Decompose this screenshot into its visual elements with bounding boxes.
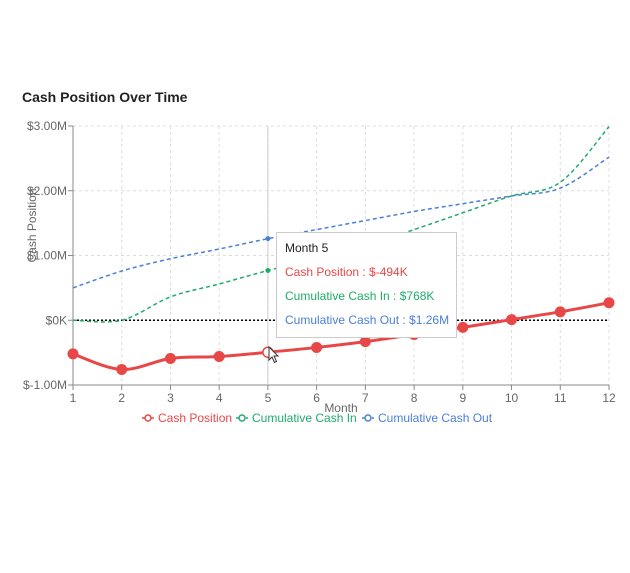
y-tick-label: $3.00M [27,119,67,133]
y-tick-label: $2.00M [27,184,67,198]
data-point [164,352,176,364]
legend-label-1: Cumulative Cash In [252,411,357,425]
data-point [506,314,518,326]
y-tick-label: $1.00M [27,249,67,263]
data-point [67,348,79,360]
x-axis-label: Month [324,401,357,415]
tooltip-cash-position: Cash Position : $-494K [285,265,408,279]
data-point [213,351,225,363]
x-tick-label: 11 [554,391,567,405]
legend-label-0: Cash Position [158,411,232,425]
data-point [359,336,371,348]
tooltip-cash-in: Cumulative Cash In : $768K [285,289,435,303]
x-tick-label: 12 [602,391,616,405]
data-point [116,363,128,375]
data-point-active [265,236,271,242]
tooltip-cash-out: Cumulative Cash Out : $1.26M [285,313,450,327]
x-tick-label: 6 [313,391,320,405]
series-line-2 [72,156,610,289]
data-point [603,297,615,309]
legend-marker-1 [238,414,246,422]
legend-marker-0 [144,414,152,422]
x-tick-label: 1 [70,391,77,405]
x-tick-label: 8 [411,391,418,405]
x-tick-label: 10 [505,391,519,405]
x-tick-label: 5 [265,391,272,405]
tooltip-title: Month 5 [285,241,329,255]
y-tick-label: $-1.00M [23,378,67,392]
legend-label-2: Cumulative Cash Out [378,411,493,425]
data-point [457,321,469,333]
mouse-cursor-icon [268,346,280,364]
x-tick-label: 9 [459,391,466,405]
chart-title: Cash Position Over Time [22,89,188,105]
y-axis-label: Cash Position [25,188,39,262]
data-point-active [265,268,271,274]
x-tick-label: 4 [216,391,223,405]
data-point [311,341,323,353]
x-tick-label: 3 [167,391,174,405]
data-point [554,306,566,318]
legend: Cash Position Cumulative Cash In Cumulativ… [142,411,493,425]
legend-marker-2 [364,414,372,422]
x-tick-label: 7 [362,391,369,405]
tooltip: Month 5 Cash Position : $-494K Cumulativ… [276,232,457,338]
x-tick-label: 2 [118,391,125,405]
y-tick-label: $0K [46,313,67,327]
